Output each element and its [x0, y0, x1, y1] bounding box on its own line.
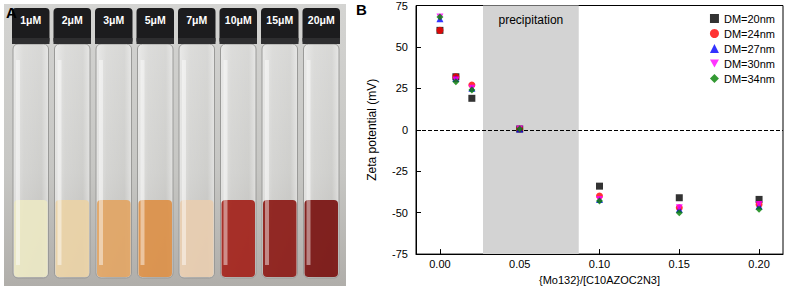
svg-text:DM=20nm: DM=20nm — [724, 13, 775, 25]
svg-text:50: 50 — [396, 41, 408, 53]
svg-text:-25: -25 — [392, 165, 408, 177]
svg-text:DM=24nm: DM=24nm — [724, 28, 775, 40]
svg-text:B: B — [356, 1, 367, 18]
svg-text:-75: -75 — [392, 248, 408, 260]
svg-text:A: A — [6, 4, 17, 21]
svg-text:0.05: 0.05 — [509, 258, 530, 270]
svg-text:Zeta potential (mV): Zeta potential (mV) — [365, 79, 379, 181]
svg-text:10μM: 10μM — [225, 14, 252, 26]
svg-text:3μM: 3μM — [103, 14, 124, 26]
svg-text:0: 0 — [402, 124, 408, 136]
svg-text:75: 75 — [396, 0, 408, 12]
svg-text:DM=34nm: DM=34nm — [724, 73, 775, 85]
svg-text:2μM: 2μM — [62, 14, 83, 26]
svg-text:DM=27nm: DM=27nm — [724, 43, 775, 55]
svg-text:15μM: 15μM — [266, 14, 293, 26]
svg-text:0.15: 0.15 — [669, 258, 690, 270]
svg-text:25: 25 — [396, 82, 408, 94]
svg-text:{Mo132}/[C10AZOC2N3]: {Mo132}/[C10AZOC2N3] — [539, 274, 660, 286]
svg-text:0.10: 0.10 — [589, 258, 610, 270]
svg-text:0.00: 0.00 — [429, 258, 450, 270]
svg-text:5μM: 5μM — [145, 14, 166, 26]
svg-text:0.20: 0.20 — [748, 258, 769, 270]
svg-text:1μM: 1μM — [20, 14, 41, 26]
svg-text:20μM: 20μM — [308, 14, 335, 26]
svg-text:precipitation: precipitation — [499, 13, 564, 27]
svg-text:7μM: 7μM — [186, 14, 207, 26]
svg-text:-50: -50 — [392, 207, 408, 219]
svg-text:DM=30nm: DM=30nm — [724, 58, 775, 70]
